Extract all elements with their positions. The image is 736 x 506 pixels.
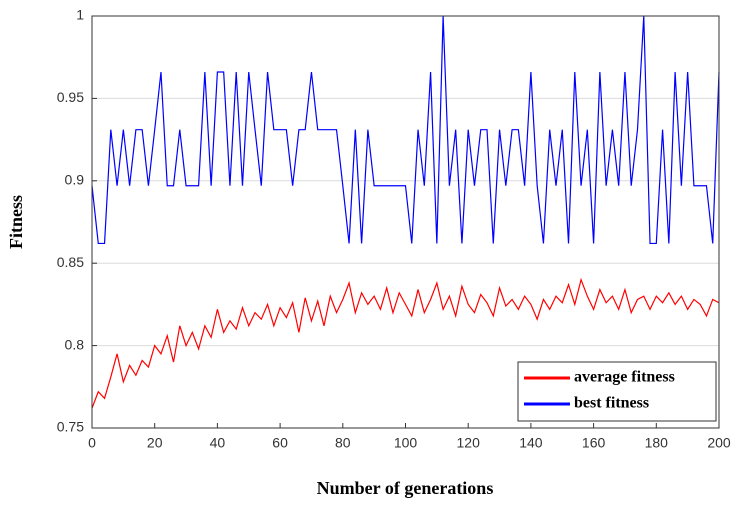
legend-box [517,361,717,422]
y-tick-label: 0.75 [57,419,84,435]
x-axis-label: Number of generations [317,478,494,498]
x-tick-label: 200 [707,435,731,451]
x-tick-label: 0 [88,435,96,451]
legend-label: average fitness [574,369,675,386]
data-line [91,15,720,245]
x-tick-label: 60 [272,435,288,451]
data-line [91,277,720,409]
y-tick-label: 0.9 [65,172,85,188]
x-tick-label: 80 [335,435,351,451]
y-tick-label: 1 [76,7,84,23]
x-tick-label: 160 [582,435,606,451]
y-axis-label: Fitness [6,195,26,249]
y-tick-label: 0.95 [57,89,84,105]
x-tick-label: 20 [147,435,163,451]
x-tick-label: 120 [457,435,481,451]
y-tick-label: 0.8 [65,336,85,352]
x-tick-label: 100 [394,435,418,451]
y-tick-label: 0.85 [57,254,84,270]
x-tick-label: 180 [645,435,669,451]
legend-label: best fitness [574,395,649,412]
plot-frame [91,15,720,429]
x-tick-label: 40 [210,435,226,451]
x-tick-label: 140 [519,435,543,451]
